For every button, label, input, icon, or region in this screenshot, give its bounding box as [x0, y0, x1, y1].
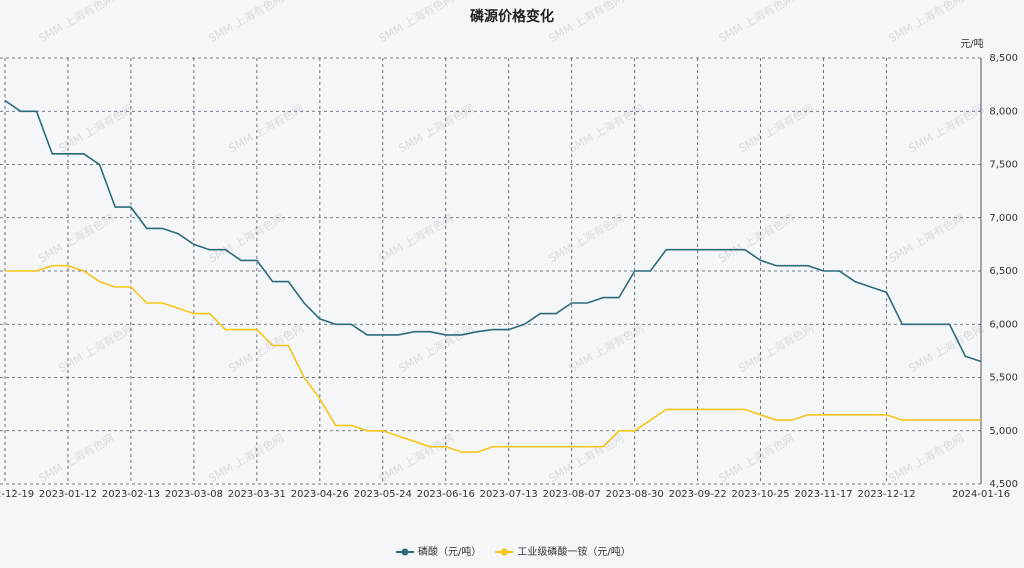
y-tick-label: 7,000: [989, 213, 1018, 224]
x-tick-label: 2023-12-12: [857, 489, 915, 500]
x-tick-label: 2023-08-30: [606, 489, 664, 500]
watermark: SMM 上海有色网: [206, 0, 286, 45]
watermark: SMM 上海有色网: [716, 0, 796, 45]
watermark: SMM 上海有色网: [736, 321, 816, 375]
watermark: SMM 上海有色网: [36, 0, 116, 45]
y-tick-label: 4,500: [989, 479, 1018, 490]
x-tick-label: 2024-01-16: [952, 489, 1010, 500]
y-tick-label: 7,500: [989, 160, 1018, 171]
legend-item: 磷酸（元/吨）: [396, 545, 481, 558]
x-tick-label: 2023-03-08: [165, 489, 223, 500]
watermark: SMM 上海有色网: [906, 321, 986, 375]
watermark: SMM 上海有色网: [226, 101, 306, 155]
y-tick-label: 8,000: [989, 106, 1018, 117]
x-tick-label: 2023-07-13: [480, 489, 538, 500]
x-tick-label: 2023-08-07: [543, 489, 601, 500]
x-tick-label: 2023-05-24: [354, 489, 412, 500]
chart-title: 磷源价格变化: [470, 8, 554, 25]
legend-label: 工业级磷酸一铵（元/吨）: [517, 545, 630, 558]
x-tick-label: 2023-01-12: [39, 489, 97, 500]
watermark: SMM 上海有色网: [376, 0, 456, 45]
watermark: SMM 上海有色网: [206, 431, 286, 485]
watermark: SMM 上海有色网: [396, 321, 476, 375]
watermark: SMM 上海有色网: [546, 431, 626, 485]
legend-marker: [401, 548, 409, 556]
x-tick-label: 2023-06-16: [417, 489, 475, 500]
y-tick-label: 6,500: [989, 266, 1018, 277]
watermark: SMM 上海有色网: [396, 101, 476, 155]
x-tick-label: 2023-10-25: [732, 489, 790, 500]
y-tick-label: 5,000: [989, 426, 1018, 437]
watermark: SMM 上海有色网: [566, 101, 646, 155]
watermark: SMM 上海有色网: [376, 431, 456, 485]
watermark: SMM 上海有色网: [886, 211, 966, 265]
watermark: SMM 上海有色网: [906, 101, 986, 155]
watermark: SMM 上海有色网: [736, 101, 816, 155]
y-tick-label: 5,500: [989, 373, 1018, 384]
series-line: [4, 99, 982, 363]
legend-item: 工业级磷酸一铵（元/吨）: [495, 545, 631, 558]
x-tick-label: 2023-11-17: [795, 489, 853, 500]
y-tick-label: 8,500: [989, 53, 1018, 64]
x-tick-label: 2023-09-22: [669, 489, 727, 500]
y-tick-label: 6,000: [989, 319, 1018, 330]
watermark: SMM 上海有色网: [36, 211, 116, 265]
watermark: SMM 上海有色网: [716, 431, 796, 485]
series-line: [5, 264, 981, 453]
watermark: SMM 上海有色网: [566, 321, 646, 375]
x-tick-label: 2023-04-26: [291, 489, 349, 500]
legend-marker: [500, 548, 508, 556]
x-tick-label: 2023-03-31: [228, 489, 286, 500]
x-tick-label: 2022-12-19: [0, 489, 34, 500]
legend-label: 磷酸（元/吨）: [418, 545, 481, 558]
watermark: SMM 上海有色网: [886, 0, 966, 45]
watermark: SMM 上海有色网: [206, 211, 286, 265]
watermark: SMM 上海有色网: [376, 211, 456, 265]
watermark: SMM 上海有色网: [546, 211, 626, 265]
watermark: SMM 上海有色网: [886, 431, 966, 485]
watermark: SMM 上海有色网: [546, 0, 626, 45]
watermark: SMM 上海有色网: [36, 431, 116, 485]
x-tick-label: 2023-02-13: [102, 489, 160, 500]
y-unit: 元/吨: [960, 37, 983, 50]
